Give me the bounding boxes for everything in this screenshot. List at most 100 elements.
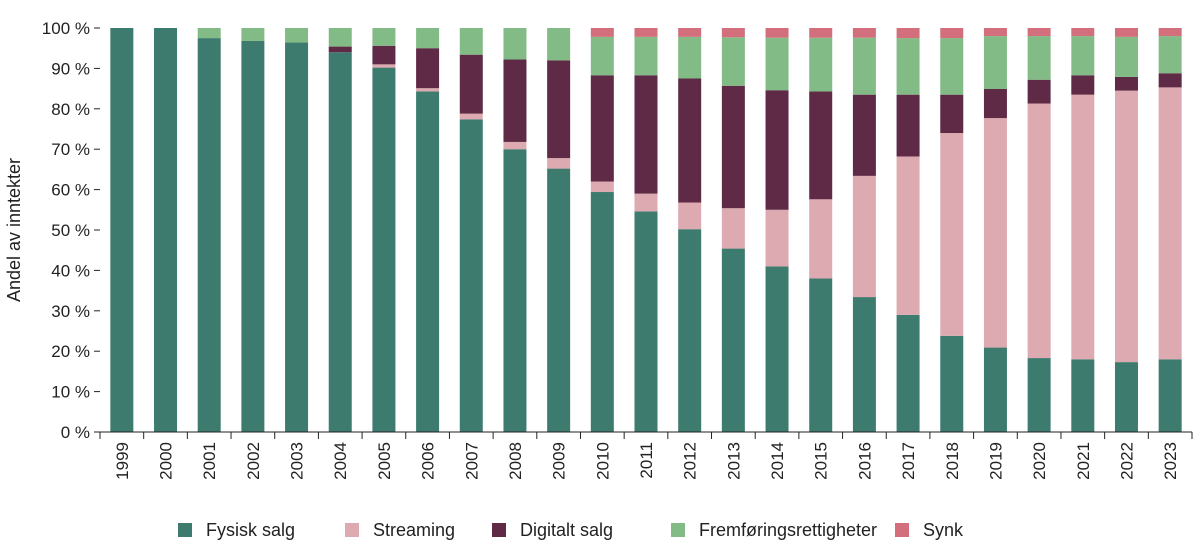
bar-segment-fremf-ringsrettigheter-2010 (590, 36, 614, 76)
bar-segment-fysisk-salg-2003 (285, 42, 309, 432)
bar-segment-fremf-ringsrettigheter-2009 (547, 28, 571, 61)
bar-segment-streaming-2017 (896, 156, 920, 315)
legend-swatch-fysisk-salg (178, 523, 192, 537)
bars (110, 28, 1182, 433)
bar-segment-synk-2012 (678, 28, 702, 37)
bar-segment-fysisk-salg-2022 (1114, 362, 1138, 432)
y-axis-label: Andel av inntekter (4, 158, 24, 302)
bar-segment-digitalt-salg-2014 (765, 90, 789, 210)
bar-segment-digitalt-salg-2010 (590, 75, 614, 182)
y-tick-label: 70 % (51, 140, 90, 159)
x-tick-label-2011: 2011 (637, 442, 656, 479)
x-tick-label-2017: 2017 (899, 442, 918, 480)
bar-segment-streaming-2007 (459, 113, 483, 120)
bar-segment-fysisk-salg-2002 (241, 40, 265, 432)
x-tick-label-2005: 2005 (375, 442, 394, 480)
bar-segment-streaming-2016 (852, 175, 876, 298)
bar-segment-synk-2023 (1158, 28, 1182, 37)
x-tick-label-2001: 2001 (200, 442, 219, 480)
bar-segment-digitalt-salg-2023 (1158, 73, 1182, 88)
x-tick-label-2020: 2020 (1030, 442, 1049, 480)
x-tick-label-2006: 2006 (419, 442, 438, 480)
x-tick-label-2010: 2010 (593, 442, 612, 480)
bar-segment-digitalt-salg-2018 (940, 94, 964, 134)
bar-segment-fysisk-salg-1999 (110, 28, 134, 432)
bar-segment-fremf-ringsrettigheter-2013 (721, 37, 745, 86)
bar-segment-fremf-ringsrettigheter-2022 (1114, 36, 1138, 77)
bar-segment-fremf-ringsrettigheter-2017 (896, 38, 920, 95)
bar-segment-synk-2019 (983, 28, 1007, 37)
bar-segment-streaming-2010 (590, 181, 614, 193)
bar-segment-streaming-2021 (1071, 94, 1095, 360)
bar-segment-digitalt-salg-2004 (328, 46, 352, 53)
bar-segment-synk-2016 (852, 28, 876, 38)
bar-segment-fysisk-salg-2004 (328, 52, 352, 433)
bar-segment-fysisk-salg-2011 (634, 211, 658, 432)
bar-segment-fremf-ringsrettigheter-2016 (852, 37, 876, 95)
bar-segment-fremf-ringsrettigheter-2011 (634, 36, 658, 76)
bar-segment-digitalt-salg-2017 (896, 94, 920, 157)
bar-segment-fysisk-salg-2012 (678, 229, 702, 432)
bar-segment-digitalt-salg-2019 (983, 89, 1007, 119)
bar-segment-fysisk-salg-2015 (809, 278, 833, 432)
bar-segment-fysisk-salg-2008 (503, 149, 527, 432)
bar-segment-synk-2014 (765, 28, 789, 38)
y-tick-label: 50 % (51, 221, 90, 240)
bar-segment-digitalt-salg-2013 (721, 85, 745, 209)
bar-segment-digitalt-salg-2020 (1027, 79, 1051, 104)
bar-segment-fremf-ringsrettigheter-2015 (809, 37, 833, 92)
bar-segment-synk-2020 (1027, 28, 1051, 37)
y-tick-label: 40 % (51, 261, 90, 280)
bar-segment-fysisk-salg-2007 (459, 119, 483, 432)
bar-segment-fysisk-salg-2001 (197, 38, 221, 432)
bar-segment-fremf-ringsrettigheter-2008 (503, 28, 527, 60)
bar-segment-digitalt-salg-2008 (503, 59, 527, 142)
y-tick-label: 10 % (51, 383, 90, 402)
bar-segment-fremf-ringsrettigheter-2019 (983, 36, 1007, 90)
bar-segment-fremf-ringsrettigheter-2001 (197, 28, 221, 39)
x-tick-label-2000: 2000 (157, 442, 176, 480)
x-axis: 1999 2000 2001 2002 2003 2004 2005 2006 2007 2008… (99, 432, 1193, 480)
legend: Fysisk salg Streaming Digitalt salg Fremfør… (178, 520, 964, 540)
bar-segment-digitalt-salg-2022 (1114, 76, 1138, 91)
bar-segment-fysisk-salg-2014 (765, 266, 789, 432)
bar-segment-fremf-ringsrettigheter-2021 (1071, 36, 1095, 76)
bar-segment-synk-2018 (940, 28, 964, 39)
bar-segment-streaming-2015 (809, 199, 833, 279)
bar-segment-fysisk-salg-2016 (852, 297, 876, 432)
bar-segment-fysisk-salg-2017 (896, 314, 920, 432)
legend-label-digitalt-salg: Digitalt salg (520, 520, 613, 540)
bar-segment-digitalt-salg-2005 (372, 45, 396, 65)
bar-segment-synk-2010 (590, 28, 614, 37)
bar-segment-digitalt-salg-2009 (547, 60, 571, 159)
bar-segment-fremf-ringsrettigheter-2012 (678, 36, 702, 79)
bar-segment-streaming-2014 (765, 209, 789, 267)
legend-label-synk: Synk (923, 520, 964, 540)
bar-segment-fysisk-salg-2020 (1027, 358, 1051, 432)
bar-segment-synk-2013 (721, 28, 745, 38)
bar-segment-streaming-2019 (983, 118, 1007, 348)
y-tick-label: 80 % (51, 100, 90, 119)
legend-label-streaming: Streaming (373, 520, 455, 540)
x-tick-label-2019: 2019 (986, 442, 1005, 480)
bar-segment-streaming-2009 (547, 158, 571, 169)
x-tick-label-2014: 2014 (768, 442, 787, 480)
bar-segment-fysisk-salg-2019 (983, 347, 1007, 432)
bar-segment-synk-2015 (809, 28, 833, 38)
bar-segment-streaming-2020 (1027, 103, 1051, 359)
x-tick-label-2021: 2021 (1074, 442, 1093, 480)
bar-segment-fysisk-salg-2018 (940, 335, 964, 432)
legend-swatch-synk (895, 523, 909, 537)
bar-segment-fremf-ringsrettigheter-2014 (765, 37, 789, 91)
bar-segment-digitalt-salg-2015 (809, 91, 833, 200)
bar-segment-fysisk-salg-2005 (372, 67, 396, 432)
x-tick-label-2015: 2015 (812, 442, 831, 480)
bar-segment-fremf-ringsrettigheter-2020 (1027, 36, 1051, 80)
y-tick-label: 0 % (61, 423, 90, 442)
y-tick-label: 60 % (51, 181, 90, 200)
y-tick-label: 100 % (42, 19, 90, 38)
bar-segment-fysisk-salg-2009 (547, 168, 571, 433)
bar-segment-synk-2017 (896, 28, 920, 39)
legend-swatch-streaming (345, 523, 359, 537)
bar-segment-digitalt-salg-2016 (852, 94, 876, 176)
